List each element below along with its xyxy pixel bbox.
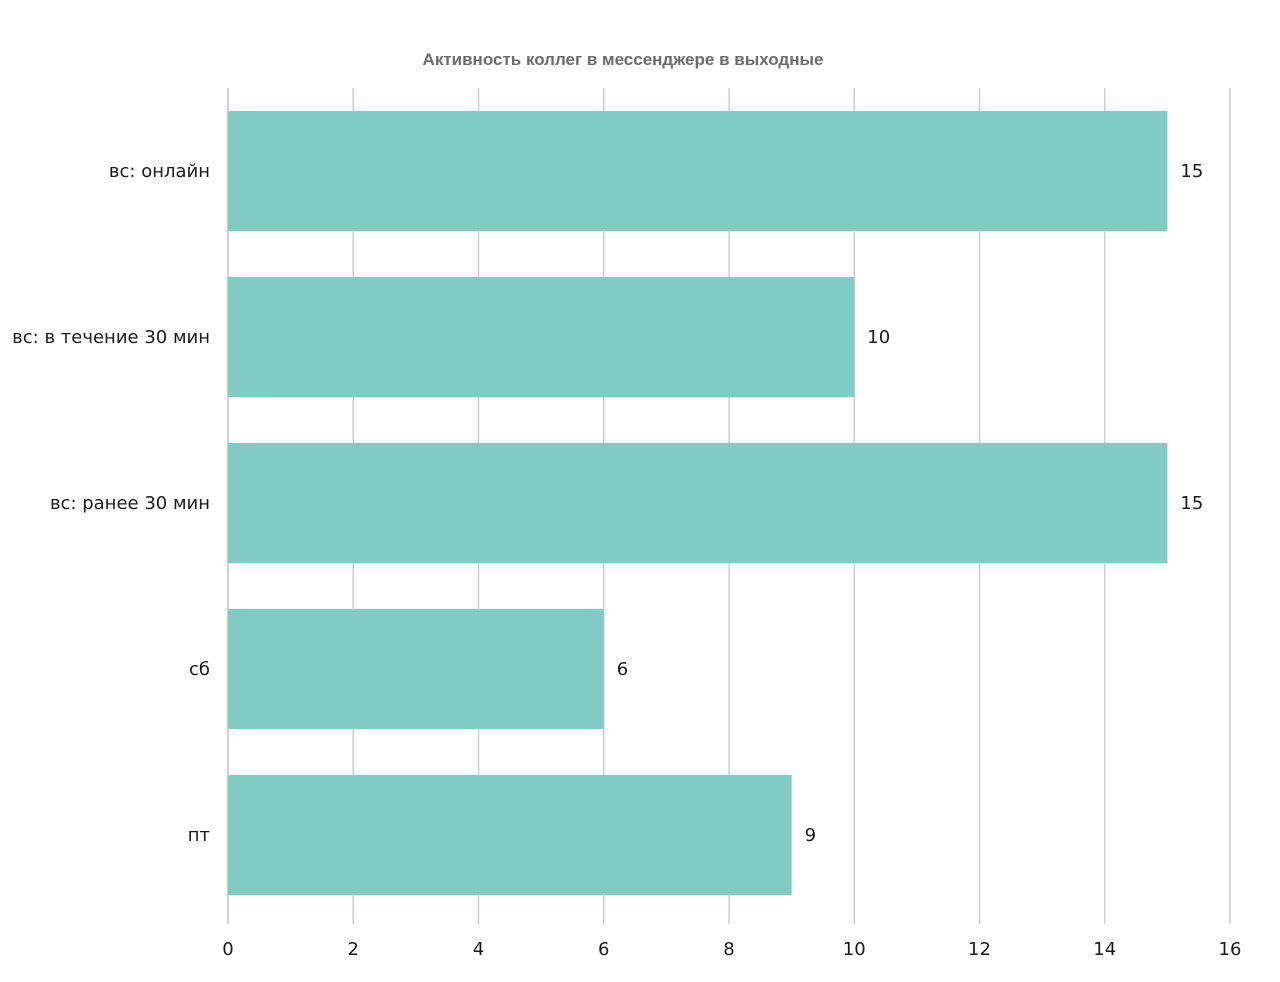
x-tick-label: 4 [473,939,484,960]
bar [228,609,604,729]
category-label: сб [189,659,210,680]
category-label: вс: ранее 30 мин [50,493,210,514]
x-tick-label: 6 [598,939,609,960]
x-tick-label: 12 [968,939,991,960]
x-tick-label: 2 [348,939,359,960]
bar [228,111,1168,231]
data-label: 6 [617,659,628,680]
bar [228,443,1168,563]
data-label: 9 [805,825,816,846]
bar [228,775,792,895]
x-tick-label: 0 [222,939,233,960]
bar [228,277,855,397]
category-label: пт [188,825,210,846]
data-label: 15 [1180,161,1203,182]
category-label: вс: онлайн [109,161,210,182]
category-labels: вс: онлайн вс: в течение 30 мин вс: ранее … [12,161,210,846]
category-label: вс: в течение 30 мин [12,327,210,348]
x-axis-ticks: 0 2 4 6 8 10 12 14 16 [222,939,1241,960]
x-tick-label: 8 [723,939,734,960]
bars [228,111,1168,895]
chart-title: Активность коллег в мессенджере в выходн… [423,50,824,69]
value-labels: 15 10 15 6 9 [617,161,1204,846]
x-tick-label: 14 [1093,939,1116,960]
x-tick-label: 16 [1219,939,1242,960]
data-label: 15 [1180,493,1203,514]
data-label: 10 [867,327,890,348]
x-tick-label: 10 [843,939,866,960]
